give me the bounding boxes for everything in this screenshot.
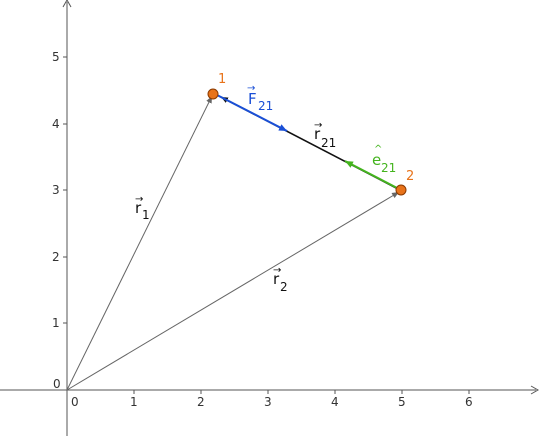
x-tick-label: 4 bbox=[331, 395, 339, 409]
x-tick-label: 6 bbox=[465, 395, 473, 409]
r21-label: → r 21 bbox=[314, 120, 336, 150]
f21-symbol: F bbox=[248, 90, 257, 108]
x-tick-label: 2 bbox=[197, 395, 205, 409]
x-tick-label: 3 bbox=[264, 395, 272, 409]
point-2 bbox=[395, 184, 407, 196]
r1-symbol: r bbox=[135, 199, 142, 217]
r2-label: → r 2 bbox=[273, 265, 288, 294]
r21-accent: → bbox=[314, 120, 322, 131]
e21-symbol: e bbox=[372, 151, 381, 169]
x-tick-label: 0 bbox=[71, 395, 79, 409]
r1-accent: → bbox=[135, 194, 143, 205]
f21-vector bbox=[214, 93, 288, 132]
y-axis bbox=[62, 0, 72, 436]
x-axis bbox=[0, 385, 540, 395]
e21-unit-vector bbox=[344, 160, 402, 191]
y-tick-label: 4 bbox=[52, 117, 60, 131]
r2-subscript: 2 bbox=[280, 280, 288, 294]
f21-subscript: 21 bbox=[258, 99, 273, 113]
e21-subscript: 21 bbox=[381, 161, 396, 175]
y-tick-label: 2 bbox=[52, 250, 60, 264]
point-1-label: 1 bbox=[218, 72, 226, 87]
axis-ticks: 0 0 1 2 3 4 5 6 1 2 3 4 5 bbox=[52, 50, 473, 409]
r1-label: → r 1 bbox=[135, 194, 150, 222]
y-tick-label: 3 bbox=[52, 183, 60, 197]
point-2-label: 2 bbox=[406, 169, 414, 184]
r2-vector bbox=[66, 191, 400, 391]
f21-accent: → bbox=[247, 83, 255, 94]
r2-symbol: r bbox=[273, 270, 280, 288]
e21-accent: ^ bbox=[374, 144, 382, 155]
point-1 bbox=[207, 88, 219, 100]
x-tick-label: 1 bbox=[130, 395, 138, 409]
r21-subscript: 21 bbox=[321, 136, 336, 150]
r2-accent: → bbox=[273, 265, 281, 276]
origin-label: 0 bbox=[53, 377, 61, 391]
r1-subscript: 1 bbox=[142, 208, 150, 222]
y-tick-label: 1 bbox=[52, 316, 60, 330]
y-tick-label: 5 bbox=[52, 50, 60, 64]
r1-vector bbox=[66, 95, 213, 391]
x-tick-label: 5 bbox=[398, 395, 406, 409]
r21-symbol: r bbox=[314, 125, 321, 143]
f21-label: → F 21 bbox=[247, 83, 273, 113]
e21-label: ^ e 21 bbox=[372, 144, 396, 175]
